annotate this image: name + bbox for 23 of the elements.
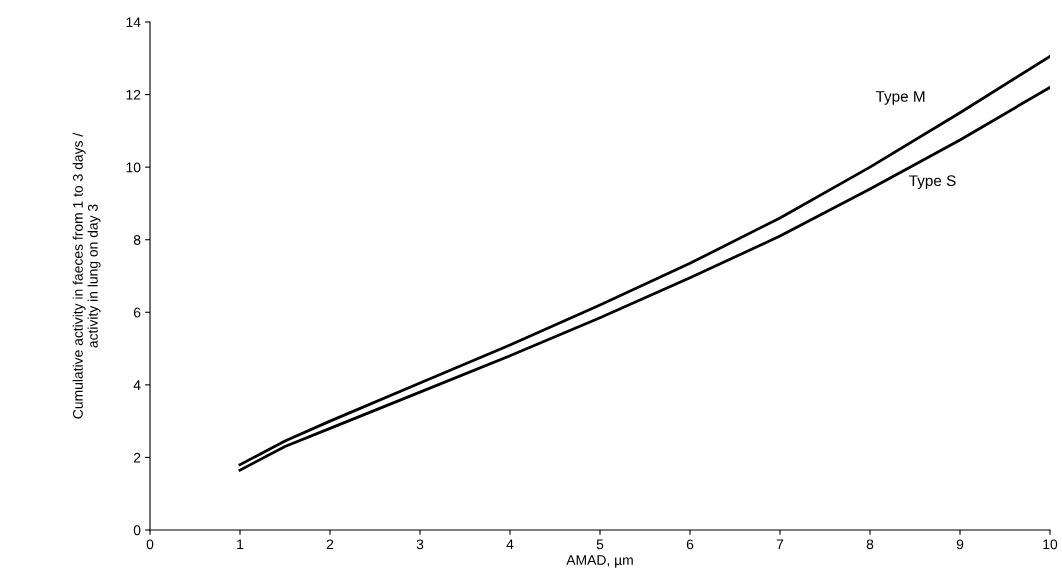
- x-tick-label: 9: [956, 539, 964, 550]
- x-tick-label: 10: [1043, 539, 1058, 550]
- x-axis-title: AMAD, µm: [566, 555, 633, 568]
- y-tick-label: 6: [133, 307, 141, 318]
- x-tick-label: 2: [326, 539, 334, 550]
- series-label: Type M: [875, 91, 925, 105]
- y-tick-label: 0: [133, 525, 141, 536]
- y-tick-label: 12: [126, 89, 141, 100]
- y-axis-title: Cumulative activity in faeces from 1 to 3 days / activity in lung on day 3: [72, 132, 101, 419]
- y-tick-label: 10: [126, 162, 141, 173]
- x-tick-label: 8: [866, 539, 874, 550]
- x-tick-label: 6: [686, 539, 694, 550]
- y-tick-label: 2: [133, 452, 141, 463]
- x-tick-label: 5: [596, 539, 604, 550]
- series-label: Type S: [909, 175, 956, 190]
- y-tick-label: 4: [133, 380, 141, 390]
- x-tick-label: 4: [506, 539, 514, 550]
- x-tick-label: 3: [416, 539, 424, 550]
- x-tick-label: 1: [237, 539, 244, 550]
- y-tick-label: 8: [133, 235, 141, 245]
- y-tick-label: 14: [126, 17, 141, 28]
- x-tick-label: 7: [776, 539, 784, 550]
- x-tick-label: 0: [146, 539, 154, 550]
